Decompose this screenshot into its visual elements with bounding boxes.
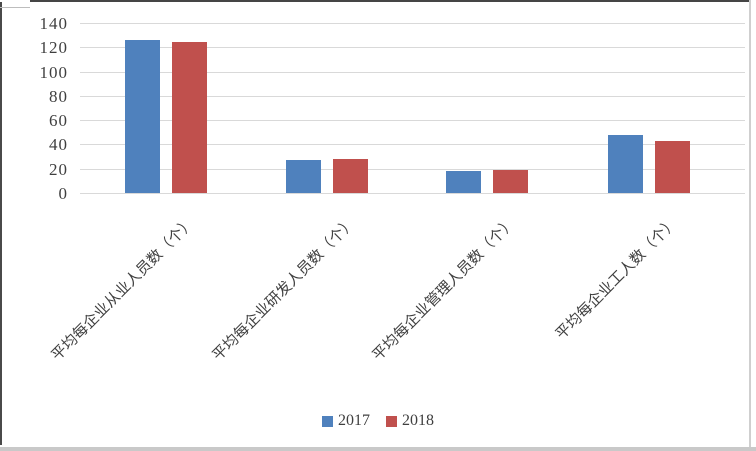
gridline-0 [80, 193, 745, 194]
photo-edge-corner [0, 7, 30, 8]
y-tick-label-20: 20 [49, 159, 68, 179]
bar-2017-category-2 [446, 171, 481, 193]
gridline-80 [80, 95, 745, 97]
bar-2017-category-3 [608, 134, 643, 193]
y-tick-label-100: 100 [39, 62, 68, 82]
gridline-40 [80, 144, 745, 146]
photo-edge-right [749, 0, 751, 451]
y-tick-label-120: 120 [39, 38, 68, 58]
y-tick-label-0: 0 [58, 184, 68, 203]
photo-edge-bottom [0, 447, 756, 451]
legend-label-2018: 2018 [402, 412, 434, 429]
bar-2018-category-1 [333, 159, 368, 193]
bar-2017-category-0 [125, 40, 160, 193]
bar-2017-category-1 [286, 160, 321, 193]
gridline-120 [80, 47, 745, 49]
bar-2018-category-2 [493, 169, 528, 193]
gridline-20 [80, 168, 745, 170]
gridline-60 [80, 120, 745, 122]
category-label-2: 平均每企业管理人员数（个） [369, 214, 520, 365]
gridline-140 [80, 23, 745, 24]
legend-label-2017: 2017 [338, 412, 370, 429]
photo-edge-left [0, 2, 2, 445]
legend-item-2017: 2017 [322, 412, 370, 430]
y-tick-label-60: 60 [49, 111, 68, 131]
photo-edge-top [30, 0, 750, 2]
bar-2018-category-3 [655, 140, 690, 193]
y-tick-label-140: 140 [39, 14, 68, 33]
gridline-100 [80, 71, 745, 73]
legend-swatch-2018 [386, 415, 397, 427]
category-label-1: 平均每企业研发人员数（个） [209, 214, 360, 365]
legend-swatch-2017 [322, 415, 333, 427]
legend-item-2018: 2018 [386, 412, 434, 430]
legend: 2017 2018 [0, 412, 756, 430]
category-label-0: 平均每企业从业人员数（个） [48, 214, 199, 365]
y-tick-label-40: 40 [49, 135, 68, 155]
bar-2018-category-0 [172, 42, 207, 193]
category-label-3: 平均每企业工人数（个） [553, 214, 682, 343]
y-tick-label-80: 80 [49, 86, 68, 106]
